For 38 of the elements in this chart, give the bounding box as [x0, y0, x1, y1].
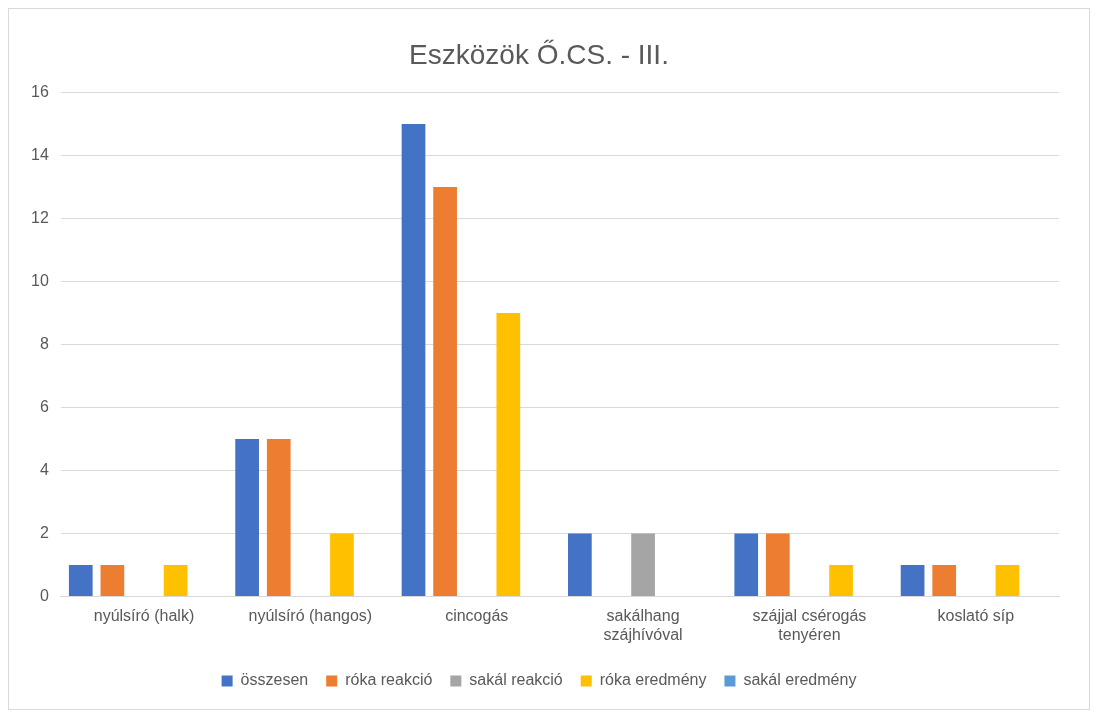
x-tick-label: sakálhang szájhívóval: [603, 606, 683, 643]
legend-label: sakál reakció: [469, 671, 563, 689]
y-tick-label: 12: [31, 209, 49, 227]
bar: [496, 313, 521, 597]
bar: [163, 565, 188, 597]
bar: [900, 565, 925, 597]
bar: [100, 565, 125, 597]
x-tick-label: szájjal csérogás tenyéren: [752, 606, 867, 643]
bar: [631, 533, 655, 597]
y-tick-label: 4: [39, 461, 49, 479]
y-tick-label: 6: [39, 398, 49, 416]
y-tick-label: 8: [39, 335, 49, 353]
x-tick-label: nyúlsíró (halk): [93, 606, 195, 624]
bar: [995, 565, 1020, 597]
y-tick-label: 14: [31, 146, 49, 164]
x-tick-label: koslató síp: [937, 606, 1015, 624]
legend-label: összesen: [240, 671, 309, 689]
bar: [932, 565, 957, 597]
bar: [68, 565, 93, 597]
bar: [433, 187, 457, 597]
bar: [568, 533, 592, 597]
bar: [765, 533, 790, 597]
x-tick-label: cincogás: [445, 606, 509, 624]
legend-label: sakál eredmény: [743, 671, 857, 689]
y-tick-label: 10: [31, 272, 49, 290]
legend-label: róka reakció: [345, 671, 433, 689]
bar: [734, 533, 759, 597]
bar: [330, 533, 354, 597]
x-tick-label: nyúlsíró (hangos): [248, 606, 373, 624]
legend-label: róka eredmény: [599, 671, 707, 689]
bar: [829, 565, 853, 597]
y-tick-label: 0: [39, 587, 49, 605]
chart-title: Eszközök Ő.CS. - III.: [409, 38, 669, 70]
bar: [235, 439, 259, 597]
y-tick-label: 16: [31, 83, 49, 101]
y-tick-label: 2: [39, 524, 49, 542]
bar: [266, 439, 291, 597]
bar: [401, 124, 426, 597]
